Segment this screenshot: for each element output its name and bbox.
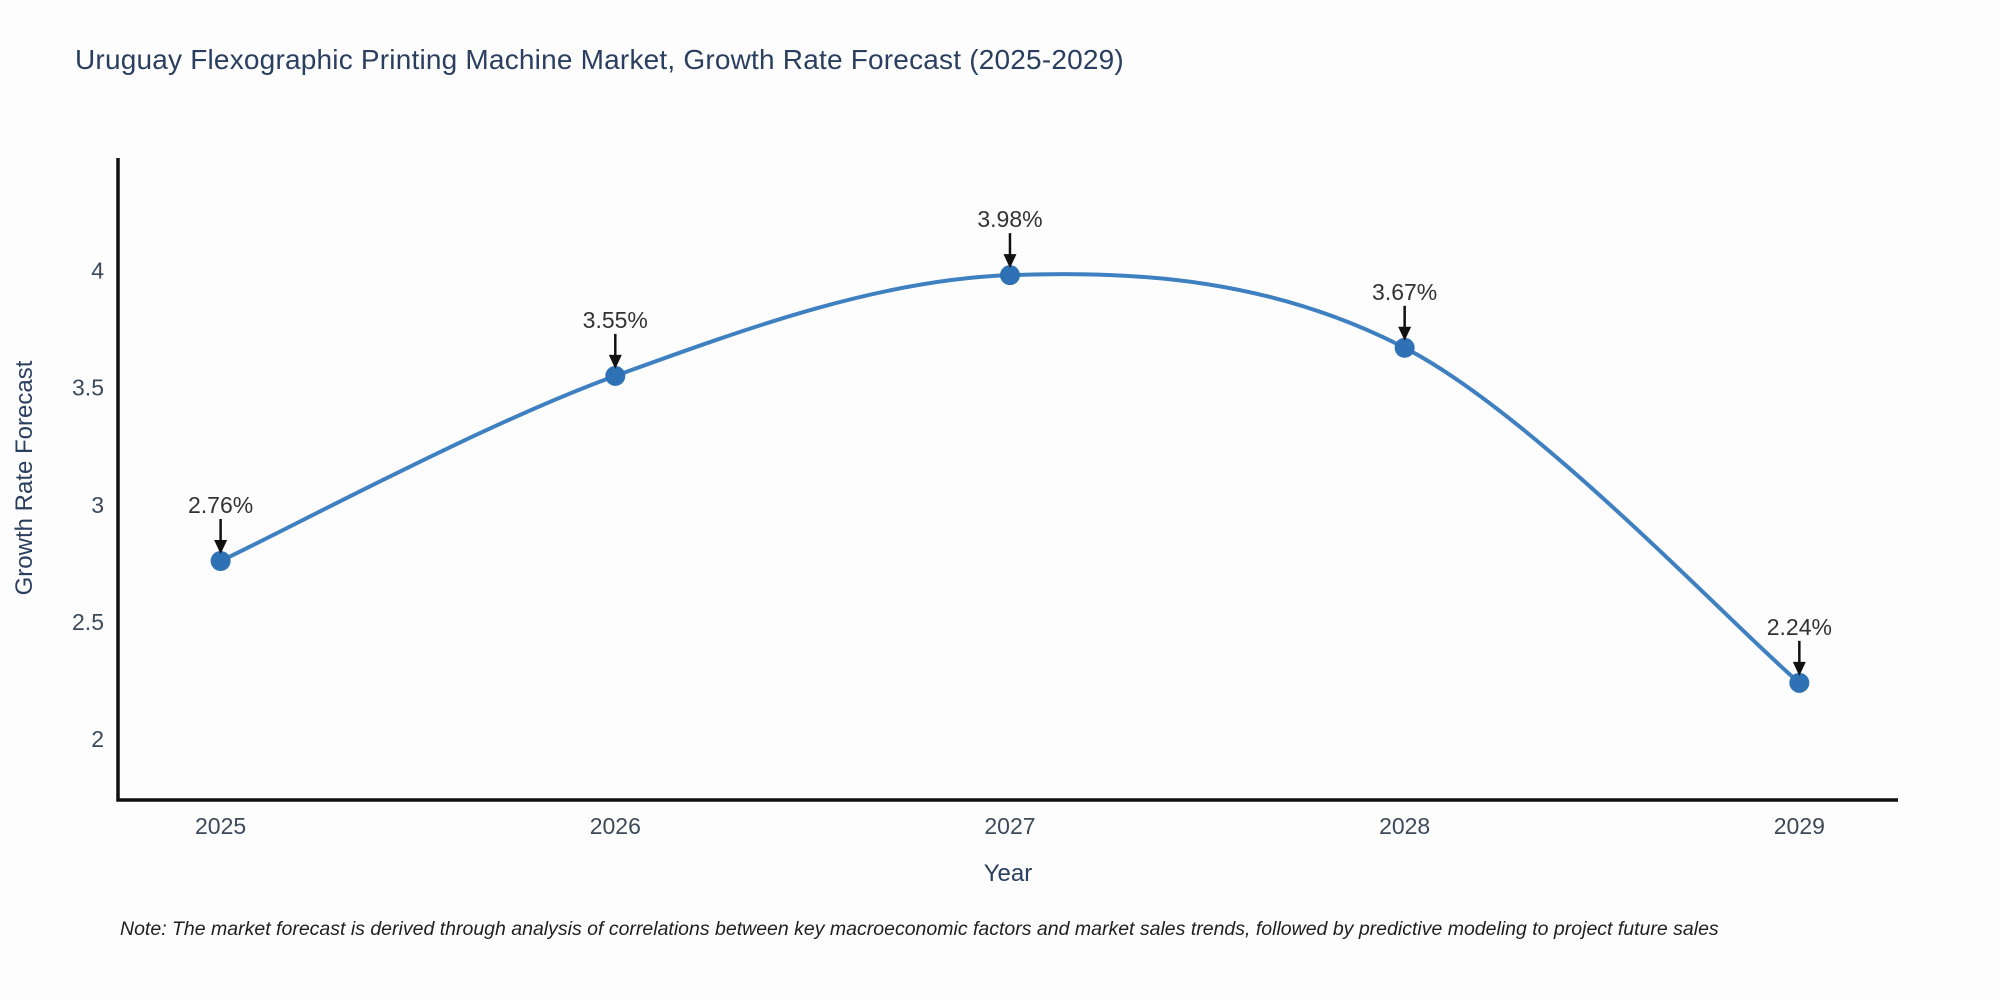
y-tick-label: 2.5 [72,609,104,635]
annotation-arrowhead [1792,661,1806,676]
annotation-label: 2.24% [1767,614,1832,640]
footnote: Note: The market forecast is derived thr… [120,918,1719,940]
data-point-marker [605,365,626,386]
axis-lines [116,158,1898,802]
y-tick-label: 2 [91,726,104,752]
chart-title: Uruguay Flexographic Printing Machine Ma… [75,44,1124,75]
y-axis-title: Growth Rate Forecast [11,360,38,596]
data-point-marker [210,551,231,572]
annotation-arrowhead [1398,326,1412,341]
data-point-marker [1394,337,1415,358]
y-tick-label: 3.5 [72,375,104,401]
annotation-label: 2.76% [188,492,253,518]
series-line [218,272,1802,685]
x-tick-label: 2029 [1774,813,1825,839]
annotation-arrowhead [1003,254,1017,269]
data-point-marker [1789,672,1810,693]
x-tick-label: 2027 [984,813,1035,839]
x-axis-title: Year [983,860,1033,887]
data-point-marker [999,265,1020,286]
annotation-arrowhead [608,354,622,369]
x-tick-label: 2028 [1379,813,1430,839]
annotation-label: 3.98% [977,206,1042,232]
x-tick-label: 2025 [195,813,246,839]
annotation-label: 3.67% [1372,279,1437,305]
x-tick-label: 2026 [590,813,641,839]
annotation-arrowhead [214,540,228,555]
annotation-label: 3.55% [583,307,648,333]
y-tick-label: 3 [91,492,104,518]
y-tick-label: 4 [91,258,104,284]
